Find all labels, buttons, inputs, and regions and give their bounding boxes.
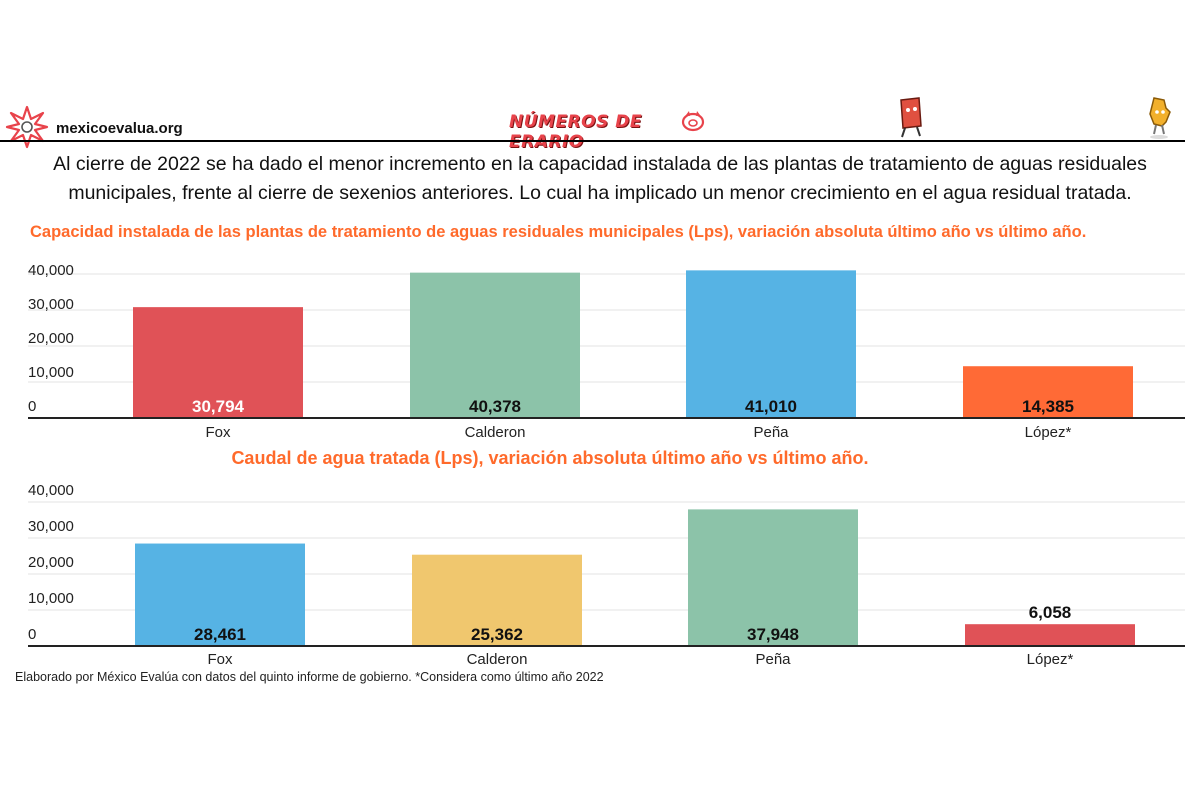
x-tick-label: Fox <box>205 424 231 441</box>
x-tick-label: Calderon <box>467 651 528 668</box>
y-tick-label: 40,000 <box>28 482 74 499</box>
pig-icon <box>681 111 705 132</box>
red-mascot-icon <box>900 97 922 138</box>
data-label: 41,010 <box>745 397 797 416</box>
data-label: 40,378 <box>469 397 521 416</box>
y-tick-label: 20,000 <box>28 330 74 347</box>
bar-calderon <box>410 272 580 418</box>
brand-name: NÚMEROS DE ERARIO <box>509 112 642 152</box>
x-tick-label: López* <box>1025 424 1072 441</box>
x-tick-label: Fox <box>207 651 233 668</box>
y-tick-label: 30,000 <box>28 296 74 313</box>
site-name[interactable]: mexicoevalua.org <box>56 120 183 137</box>
x-tick-label: Peña <box>755 651 791 668</box>
bar-lpez <box>965 624 1135 646</box>
y-tick-label: 40,000 <box>28 262 74 279</box>
data-label: 28,461 <box>194 625 246 644</box>
y-tick-label: 0 <box>28 626 36 643</box>
bar-fox <box>135 543 305 646</box>
bar-pea <box>686 270 856 418</box>
x-tick-label: Calderon <box>465 424 526 441</box>
bar-calderon <box>412 554 582 646</box>
x-tick-label: Peña <box>753 424 789 441</box>
data-label: 6,058 <box>1029 603 1072 622</box>
footnote: Elaborado por México Evalúa con datos de… <box>15 670 604 684</box>
data-label: 37,948 <box>747 625 799 644</box>
header-divider <box>0 140 1185 142</box>
yellow-mascot-icon <box>1149 97 1171 139</box>
chart-caudal-agua-tratada: 0 10,000 20,000 30,000 40,000 28,461 25,362 37,… <box>28 482 1185 668</box>
data-label: 25,362 <box>471 625 523 644</box>
bar-lpez <box>963 366 1133 418</box>
data-label: 30,794 <box>192 397 245 416</box>
bar-fox <box>133 307 303 418</box>
y-tick-label: 10,000 <box>28 364 74 381</box>
y-tick-label: 10,000 <box>28 590 74 607</box>
numeros-de-erario-logo: NÚMEROS DE ERARIO <box>505 108 705 152</box>
mexicoevalua-logo-icon <box>5 105 49 149</box>
y-tick-label: 30,000 <box>28 518 74 535</box>
chart-1-title: Capacidad instalada de las plantas de tr… <box>30 223 1087 241</box>
headline: Al cierre de 2022 se ha dado el menor in… <box>53 153 1147 204</box>
x-tick-label: López* <box>1027 651 1074 668</box>
bar-pea <box>688 509 858 646</box>
chart-2-title: Caudal de agua tratada (Lps), variación … <box>231 448 869 468</box>
data-label: 14,385 <box>1022 397 1074 416</box>
y-tick-label: 0 <box>28 398 36 415</box>
y-tick-label: 20,000 <box>28 554 74 571</box>
chart-capacidad-instalada: 0 10,000 20,000 30,000 40,000 30,794 40,378 41,… <box>28 262 1185 441</box>
